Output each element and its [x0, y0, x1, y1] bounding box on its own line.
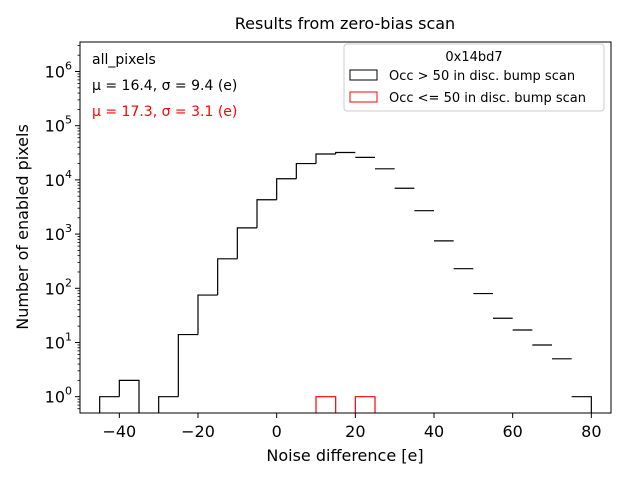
histogram-series: [99, 151, 592, 413]
stats-annotations: all_pixels μ = 16.4, σ = 9.4 (e) μ = 17.…: [92, 52, 237, 120]
legend-swatch-black: [349, 69, 378, 81]
histogram-bin: [256, 199, 277, 228]
histogram-bin: [118, 379, 140, 413]
annotation-red-stats: μ = 17.3, σ = 3.1 (e): [92, 104, 237, 120]
y-tick-base: 10: [45, 62, 65, 81]
y-tick-base: 10: [45, 171, 65, 190]
legend-box: [343, 43, 605, 112]
legend-title: 0x14bd7: [445, 50, 502, 65]
y-tick-exponent: 2: [65, 276, 72, 289]
y-tick-base: 10: [45, 117, 65, 136]
chart-title: Results from zero-bias scan: [235, 14, 455, 33]
histogram-bin: [335, 151, 356, 155]
histogram-bin: [276, 178, 297, 200]
y-tick-exponent: 0: [65, 385, 72, 398]
y-tick-label: 102: [45, 276, 72, 298]
x-tick-label: 60: [502, 422, 522, 441]
y-tick-exponent: 4: [65, 168, 72, 181]
histogram-bin: [99, 396, 120, 413]
y-tick-exponent: 1: [65, 330, 72, 343]
histogram-bin: [177, 333, 198, 397]
histogram-bin: [354, 396, 376, 413]
legend-entry-black: Occ > 50 in disc. bump scan: [389, 69, 575, 84]
annotation-black-stats: μ = 16.4, σ = 9.4 (e): [92, 78, 237, 94]
y-tick-base: 10: [45, 279, 65, 298]
y-tick-label: 101: [45, 330, 72, 352]
histogram-bin: [236, 227, 257, 259]
y-tick-label: 105: [45, 114, 72, 136]
y-axis-label: Number of enabled pixels: [13, 124, 32, 330]
histogram-bin: [571, 396, 592, 413]
histogram-bin: [197, 294, 218, 335]
histogram-bin: [217, 258, 238, 296]
histogram-bin: [315, 396, 337, 413]
histogram-bin: [315, 153, 336, 164]
y-tick-exponent: 3: [65, 222, 72, 235]
x-tick-label: 80: [581, 422, 601, 441]
y-tick-label: 106: [45, 59, 72, 81]
histogram-bin: [158, 396, 179, 413]
annotation-label: all_pixels: [92, 52, 156, 68]
y-tick-label: 104: [45, 168, 72, 190]
legend-swatch-red: [349, 91, 378, 103]
y-tick-base: 10: [45, 388, 65, 407]
y-tick-base: 10: [45, 225, 65, 244]
y-tick-exponent: 6: [65, 59, 72, 72]
x-tick-label: −20: [181, 422, 215, 441]
histogram-bin: [295, 162, 316, 179]
legend-entry-red: Occ <= 50 in disc. bump scan: [389, 91, 586, 106]
y-tick-label: 100: [45, 385, 72, 407]
plot-frame: [79, 41, 612, 414]
y-tick-base: 10: [45, 333, 65, 352]
y-tick-label: 103: [45, 222, 72, 244]
legend: 0x14bd7 Occ > 50 in disc. bump scan Occ …: [343, 43, 605, 112]
y-tick-exponent: 5: [65, 114, 72, 127]
x-tick-label: −40: [102, 422, 136, 441]
x-tick-label: 20: [345, 422, 365, 441]
x-tick-label: 40: [424, 422, 444, 441]
x-tick-label: 0: [272, 422, 282, 441]
x-axis-label: Noise difference [e]: [266, 446, 423, 465]
